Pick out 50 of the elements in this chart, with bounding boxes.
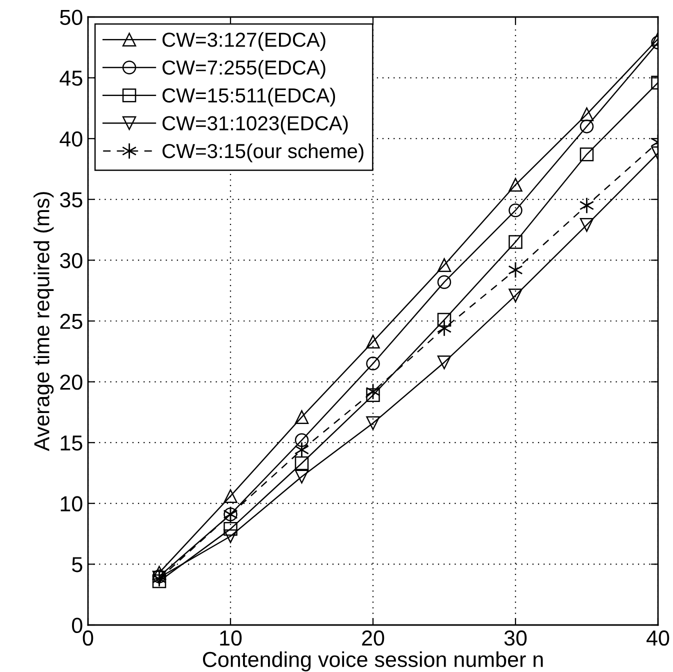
y-tick-label: 10	[60, 496, 82, 512]
y-tick-label: 25	[60, 314, 82, 330]
point	[294, 456, 309, 470]
point	[437, 258, 452, 272]
point	[294, 442, 310, 458]
point	[508, 235, 522, 249]
point	[508, 178, 522, 192]
x-tick-label: 10	[220, 630, 242, 646]
point	[508, 288, 522, 302]
x-tick-label: 20	[362, 630, 384, 646]
y-tick-label: 20	[60, 374, 82, 390]
x-axis-title: Contending voice session number n	[202, 651, 543, 672]
y-axis-title: Average time required (ms)	[34, 192, 54, 452]
point	[224, 489, 238, 503]
y-tick-label: 40	[60, 131, 82, 147]
x-tick-label: 30	[504, 630, 527, 646]
legend-label: CW=31:1023(EDCA)	[162, 116, 348, 134]
point	[366, 334, 380, 349]
point	[152, 574, 166, 588]
legend-label: CW=15:511(EDCA)	[162, 88, 336, 107]
point	[224, 522, 238, 536]
legend-label: CW=3:127(EDCA)	[162, 32, 326, 51]
point	[580, 148, 594, 162]
y-tick-label: 30	[60, 252, 82, 268]
point	[437, 355, 452, 370]
x-tick-label: 0	[82, 630, 94, 646]
y-tick-label: 5	[72, 557, 82, 572]
legend-label: CW=7:255(EDCA)	[162, 60, 326, 79]
y-tick-label: 15	[60, 436, 82, 451]
y-tick-label: 50	[60, 10, 82, 26]
point	[508, 203, 522, 218]
point	[436, 320, 452, 337]
point	[437, 275, 452, 289]
legend-label: CW=3:15(our scheme)	[162, 143, 364, 162]
point	[224, 529, 238, 544]
y-tick-label: 0	[72, 618, 82, 634]
y-tick-label: 45	[60, 70, 82, 86]
point	[580, 107, 594, 122]
point	[437, 312, 452, 327]
point	[366, 388, 380, 402]
point	[580, 120, 594, 134]
point	[366, 356, 380, 370]
point	[294, 470, 309, 484]
x-tick-label: 40	[646, 630, 670, 646]
point	[366, 416, 380, 430]
y-tick-label: 35	[60, 192, 82, 208]
point	[294, 410, 309, 424]
point	[294, 433, 309, 448]
point	[580, 218, 594, 232]
point	[579, 197, 594, 214]
